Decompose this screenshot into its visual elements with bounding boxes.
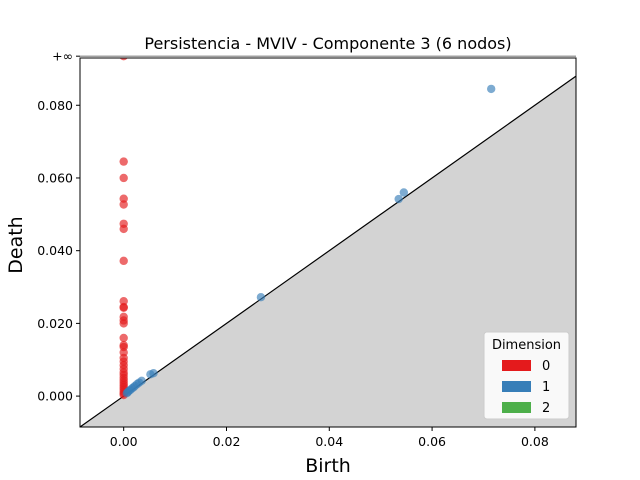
y-tick-label: 0.020 [37,316,73,331]
data-point [119,224,128,234]
data-point [399,188,409,197]
data-point [256,293,266,302]
y-tick-label: 0.060 [37,170,73,185]
x-tick-label: 0.04 [315,434,343,449]
x-axis-label: Birth [305,455,351,477]
x-tick-label: 0.08 [521,434,549,449]
data-point [119,194,128,203]
x-tick-label: 0.00 [110,434,138,449]
y-tick-label: 0.040 [37,243,73,258]
legend-swatch [502,402,531,413]
y-tick-label: 0.080 [37,98,73,113]
data-point [119,297,128,306]
legend-swatch [502,360,531,371]
legend-label: 2 [542,401,550,416]
data-point [122,388,131,398]
infinity-tick-label: +∞ [52,49,73,64]
legend-box [483,331,570,420]
legend-title: Dimension [492,338,561,353]
data-point [146,370,155,379]
data-point [119,333,128,343]
data-point [119,256,128,266]
data-point [119,200,128,209]
plot-frame [79,57,577,428]
plot-area: 0.00 0.02 0.04 0.06 0.08 0.000 0.020 0.040 0.060… [37,49,577,449]
x-tick-label: 0.02 [213,434,241,449]
x-tick-label: 0.06 [418,434,446,449]
data-point [119,157,128,166]
data-point [394,194,403,204]
data-point [119,319,128,328]
data-point [119,173,128,183]
legend: Dimension 0 1 2 [483,331,570,420]
series-dim-0 [119,58,128,400]
series-dim-1 [122,84,496,398]
diagonal-line [80,75,576,427]
y-tick-label: 0.000 [37,389,73,404]
data-point [119,58,128,61]
legend-label: 1 [542,380,550,395]
legend-label: 0 [542,359,550,374]
chart-title: Persistencia - MVIV - Componente 3 (6 no… [144,34,511,53]
data-point [486,84,496,94]
y-axis-label: Death [5,216,27,273]
data-point [119,303,128,312]
legend-swatch [502,381,531,392]
